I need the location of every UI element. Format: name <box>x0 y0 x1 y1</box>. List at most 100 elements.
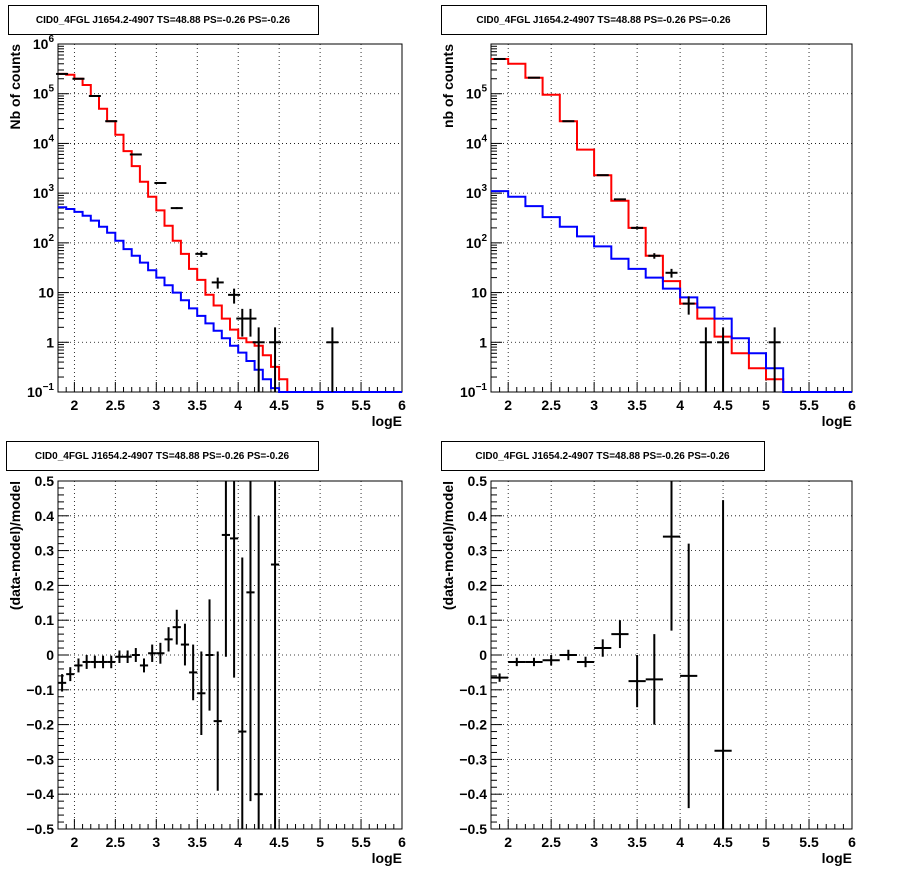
data-point <box>123 650 132 664</box>
tick-base: 10 <box>466 135 482 151</box>
tick-base: 10 <box>33 185 49 201</box>
data-point <box>148 644 157 662</box>
data-point <box>682 296 695 315</box>
y-tick-label: 0 <box>479 647 487 663</box>
data-point <box>576 656 595 668</box>
data-point <box>195 251 208 257</box>
y-tick-label: 0.1 <box>468 612 488 628</box>
x-tick-label: 4.5 <box>713 834 733 850</box>
data-point <box>172 609 181 645</box>
data-point <box>611 620 629 649</box>
tick-base: 10 <box>460 384 476 400</box>
y-tick-label: 1 <box>46 334 54 350</box>
chart-panel-4: CID0_4FGL J1654.2-4907 TS=48.88 PS=-0.26… <box>440 441 856 866</box>
x-tick-label: 2 <box>504 834 512 850</box>
data-point <box>714 500 732 829</box>
x-tick-label: 2.5 <box>106 397 126 413</box>
y-tick-label: 104 <box>33 133 55 151</box>
tick-base: 10 <box>466 235 482 251</box>
data-point <box>98 655 108 669</box>
tick-exponent: 2 <box>481 233 487 244</box>
x-tick-label: 3 <box>590 397 598 413</box>
data-point <box>221 481 230 657</box>
y-tick-label: 10 <box>471 285 487 301</box>
y-tick-label: 0.2 <box>468 577 488 593</box>
x-tick-label: 4.5 <box>713 397 733 413</box>
chart-title: CID0_4FGL J1654.2-4907 TS=48.88 PS=-0.26… <box>35 451 290 462</box>
x-tick-label: 3.5 <box>188 834 208 850</box>
chart-panel-3: CID0_4FGL J1654.2-4907 TS=48.88 PS=-0.26… <box>6 441 406 866</box>
y-tick-label: 103 <box>33 183 55 201</box>
data-point <box>594 639 612 657</box>
model-histogram-line <box>491 190 852 393</box>
tick-base: 10 <box>466 86 482 102</box>
y-tick-label: 102 <box>33 233 55 251</box>
x-tick-label: 2 <box>504 397 512 413</box>
tick-exponent: 2 <box>48 233 54 244</box>
title-box <box>441 5 767 35</box>
y-tick-label: −0.1 <box>459 682 487 698</box>
chart-title: CID0_4FGL J1654.2-4907 TS=48.88 PS=-0.26… <box>36 15 291 26</box>
x-tick-label: 5 <box>316 834 324 850</box>
x-tick-label: 4 <box>676 834 684 850</box>
tick-exponent: −1 <box>43 382 55 393</box>
tick-base: 10 <box>466 185 482 201</box>
data-point <box>326 327 339 392</box>
tick-exponent: 6 <box>48 34 54 45</box>
y-tick-label: 102 <box>466 233 488 251</box>
x-tick-label: 6 <box>848 397 856 413</box>
data-point <box>699 327 712 392</box>
chart-title: CID0_4FGL J1654.2-4907 TS=48.88 PS=-0.26… <box>475 451 730 462</box>
data-point <box>197 651 206 736</box>
x-tick-label: 4.5 <box>269 397 289 413</box>
data-point <box>559 649 577 661</box>
y-axis-label: (data-model)/model <box>440 481 456 610</box>
y-axis-label: Nb of counts <box>7 44 23 130</box>
data-point <box>648 253 661 259</box>
x-tick-label: 5.5 <box>351 397 371 413</box>
data-point <box>525 657 543 667</box>
chart-panel-2: CID0_4FGL J1654.2-4907 TS=48.88 PS=-0.26… <box>440 5 856 429</box>
data-point <box>230 481 239 678</box>
y-tick-label: −0.4 <box>26 786 54 802</box>
data-point <box>82 655 91 669</box>
chart-title: CID0_4FGL J1654.2-4907 TS=48.88 PS=-0.26… <box>476 15 731 26</box>
data-point <box>246 481 255 802</box>
y-axis-label: (data-model)/model <box>7 481 23 610</box>
data-point <box>238 557 247 829</box>
x-tick-label: 6 <box>398 397 406 413</box>
x-tick-label: 5 <box>762 834 770 850</box>
data-point <box>90 655 99 669</box>
data-point <box>491 673 509 682</box>
data-point <box>131 648 140 662</box>
x-tick-label: 2 <box>70 834 78 850</box>
x-tick-label: 4 <box>676 397 684 413</box>
y-tick-label: −0.2 <box>459 717 487 733</box>
y-tick-label: 0.4 <box>35 508 55 524</box>
data-point <box>74 658 83 673</box>
data-point <box>105 120 118 123</box>
tick-exponent: 5 <box>481 84 487 95</box>
y-tick-label: −0.3 <box>459 751 487 767</box>
data-point <box>228 288 241 304</box>
data-point <box>562 120 575 123</box>
y-axis-label: nb of counts <box>440 44 456 128</box>
data-point <box>645 634 663 725</box>
tick-exponent: 3 <box>481 183 487 194</box>
tick-base: 10 <box>27 384 43 400</box>
y-tick-label: 106 <box>33 34 55 52</box>
title-box <box>8 5 319 35</box>
data-point <box>115 650 124 664</box>
data-point <box>252 327 265 392</box>
y-tick-label: 0.4 <box>468 508 488 524</box>
x-tick-label: 4 <box>234 397 242 413</box>
x-tick-label: 6 <box>848 834 856 850</box>
data-point <box>107 655 116 669</box>
y-tick-label: −0.4 <box>459 786 487 802</box>
data-point <box>662 481 681 631</box>
data-point <box>170 207 183 210</box>
model-histogram-line <box>491 58 852 393</box>
data-point <box>154 181 167 184</box>
x-tick-label: 5 <box>316 397 324 413</box>
data-point <box>717 327 730 392</box>
